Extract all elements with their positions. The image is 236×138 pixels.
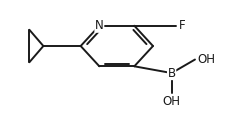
- Text: N: N: [95, 19, 104, 32]
- Text: B: B: [168, 67, 176, 79]
- Text: OH: OH: [163, 95, 181, 108]
- Text: F: F: [179, 19, 185, 32]
- Text: OH: OH: [197, 53, 215, 66]
